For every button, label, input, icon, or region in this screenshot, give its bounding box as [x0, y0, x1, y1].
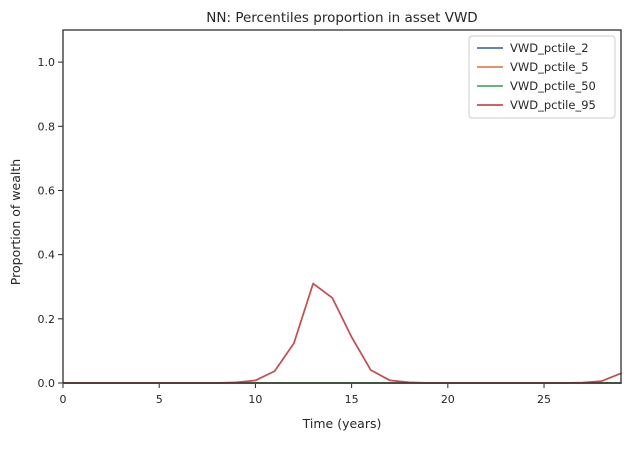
plot-frame — [62, 29, 622, 384]
legend: VWD_pctile_2 VWD_pctile_5 VWD_pctile_50 VWD… — [468, 35, 616, 119]
y-tick-label: 0.6 — [38, 184, 56, 197]
legend-label-vwd-pctile-50: VWD_pctile_50 — [510, 79, 596, 93]
x-tick-label: 25 — [537, 393, 551, 406]
x-tick-label: 5 — [156, 393, 163, 406]
x-tick-label: 10 — [248, 393, 262, 406]
y-tick-label: 1.0 — [38, 56, 56, 69]
y-axis-label: Proportion of wealth — [8, 159, 23, 285]
x-axis-label: Time (years) — [302, 416, 382, 431]
legend-label-vwd-pctile-5: VWD_pctile_5 — [510, 60, 589, 74]
y-tick-label: 0.8 — [38, 120, 56, 133]
legend-frame — [468, 35, 616, 119]
y-tick-label: 0.4 — [38, 249, 56, 262]
legend-label-vwd-pctile-95: VWD_pctile_95 — [510, 98, 596, 112]
y-tick-label: 0.2 — [38, 313, 56, 326]
ticks-layer: 0 5 10 15 20 25 0.0 0.2 0.4 0.6 0.8 1.0 — [38, 56, 552, 406]
legend-label-vwd-pctile-2: VWD_pctile_2 — [510, 41, 589, 55]
x-tick-label: 0 — [60, 393, 67, 406]
x-tick-label: 15 — [345, 393, 359, 406]
y-tick-label: 0.0 — [38, 377, 56, 390]
x-tick-label: 20 — [441, 393, 455, 406]
chart-title: NN: Percentiles proportion in asset VWD — [206, 10, 477, 26]
